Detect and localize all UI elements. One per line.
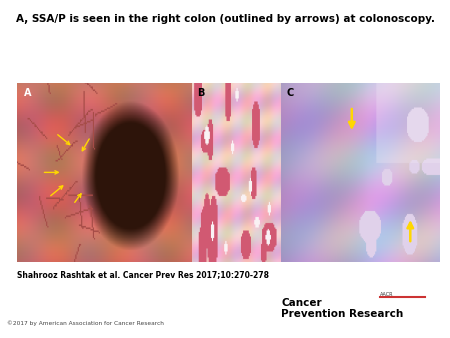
Text: A: A — [24, 88, 32, 98]
Text: Shahrooz Rashtak et al. Cancer Prev Res 2017;10:270-278: Shahrooz Rashtak et al. Cancer Prev Res … — [17, 270, 269, 280]
Text: ©2017 by American Association for Cancer Research: ©2017 by American Association for Cancer… — [7, 320, 164, 326]
Text: Cancer
Prevention Research: Cancer Prevention Research — [281, 298, 404, 319]
Text: AACR: AACR — [380, 292, 394, 297]
Text: C: C — [287, 88, 294, 98]
Text: A, SSA/P is seen in the right colon (outlined by arrows) at colonoscopy.: A, SSA/P is seen in the right colon (out… — [15, 14, 435, 24]
Text: B: B — [198, 88, 205, 98]
